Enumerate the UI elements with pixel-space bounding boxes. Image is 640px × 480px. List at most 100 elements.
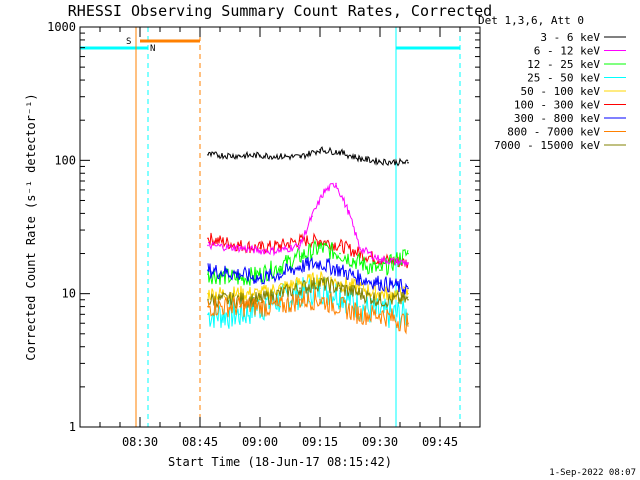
series-7-point-7 xyxy=(359,313,361,316)
series-8-point-3 xyxy=(279,292,281,295)
series-line-1 xyxy=(208,182,409,268)
series-1-point-3 xyxy=(279,249,281,252)
series-0-point-9 xyxy=(407,161,409,164)
series-3-point-5 xyxy=(319,287,321,289)
series-8-point-5 xyxy=(319,282,321,284)
series-6-point-3 xyxy=(279,273,281,275)
series-4-point-6 xyxy=(339,282,341,284)
saa-label: S xyxy=(126,37,131,47)
series-2-point-8 xyxy=(379,269,381,271)
y-tick-label-1: 10 xyxy=(62,287,76,301)
series-0-point-4 xyxy=(299,156,301,158)
series-8-point-2 xyxy=(259,298,261,301)
series-0-point-0 xyxy=(207,154,209,156)
legend-label-8: 7000 - 15000 keV xyxy=(494,139,600,152)
series-6-point-0 xyxy=(207,269,209,271)
series-line-6 xyxy=(207,256,409,295)
x-tick-label-3: 09:15 xyxy=(302,435,338,449)
series-line-0 xyxy=(207,146,409,167)
series-5-point-0 xyxy=(207,237,209,240)
series-7-point-1 xyxy=(239,305,241,308)
series-3-point-0 xyxy=(207,313,209,316)
legend-label-6: 300 - 800 keV xyxy=(514,112,600,125)
series-1-point-11 xyxy=(407,262,409,264)
y-axis-label: Corrected Count Rate (s⁻¹ detector⁻¹) xyxy=(24,93,38,360)
series-4-point-9 xyxy=(407,292,409,295)
series-5-point-2 xyxy=(259,247,261,249)
series-8-point-9 xyxy=(407,298,409,301)
chart-title: RHESSI Observing Summary Count Rates, Co… xyxy=(68,2,492,20)
series-1-point-9 xyxy=(359,247,361,249)
legend-title: Det 1,3,6, Att 0 xyxy=(478,14,584,27)
series-6-point-6 xyxy=(339,269,341,271)
series-1-point-6 xyxy=(323,191,325,193)
series-6-point-1 xyxy=(239,273,241,275)
series-1-point-8 xyxy=(347,209,349,212)
y-tick-label-0: 1 xyxy=(69,420,76,434)
legend-label-1: 6 - 12 keV xyxy=(534,45,601,58)
legend-label-7: 800 - 7000 keV xyxy=(507,126,600,139)
plot-frame xyxy=(79,26,481,428)
series-line-7 xyxy=(207,289,409,335)
legend-label-0: 3 - 6 keV xyxy=(540,31,600,44)
series-7 xyxy=(207,289,409,335)
x-tick-label-4: 09:30 xyxy=(362,435,398,449)
series-5-point-5 xyxy=(319,239,321,242)
series-8-point-8 xyxy=(379,298,381,301)
series-2-point-4 xyxy=(299,255,301,258)
series-0-point-5 xyxy=(319,148,321,151)
series-6-point-8 xyxy=(379,282,381,284)
series-0 xyxy=(207,146,409,167)
series-6-point-5 xyxy=(319,262,321,264)
series-7-point-4 xyxy=(299,298,301,301)
series-1-point-1 xyxy=(239,247,241,249)
series-6-point-9 xyxy=(407,287,409,289)
series-7-point-5 xyxy=(319,298,321,301)
series-4-point-7 xyxy=(359,287,361,289)
series-1-point-5 xyxy=(311,215,313,218)
series-1-point-0 xyxy=(207,244,209,247)
y-tick-label-2: 100 xyxy=(54,153,76,167)
series-line-8 xyxy=(207,276,409,309)
series-8-point-0 xyxy=(207,298,209,301)
series-2-point-9 xyxy=(407,252,409,255)
legend-label-3: 25 - 50 keV xyxy=(527,72,600,85)
series-8-point-6 xyxy=(339,287,341,289)
x-tick-label-2: 09:00 xyxy=(242,435,278,449)
series-7-point-6 xyxy=(339,305,341,308)
series-2-point-5 xyxy=(319,247,321,249)
series-7-point-8 xyxy=(379,313,381,316)
legend-label-4: 50 - 100 keV xyxy=(521,85,601,98)
series-4-point-0 xyxy=(207,292,209,295)
series-5-point-7 xyxy=(359,252,361,255)
series-1-point-2 xyxy=(259,249,261,252)
series-0-point-3 xyxy=(279,155,281,158)
series-0-point-6 xyxy=(339,151,341,154)
series-1-point-4 xyxy=(299,244,301,247)
series-7-point-3 xyxy=(279,305,281,308)
series-3-point-7 xyxy=(359,305,361,308)
series-3-point-1 xyxy=(239,313,241,316)
series-4-point-4 xyxy=(299,282,301,284)
series-1-point-10 xyxy=(379,258,381,261)
series-3-point-6 xyxy=(339,292,341,295)
series-5-point-1 xyxy=(239,244,241,247)
series-5-point-3 xyxy=(279,244,281,247)
series-2-point-3 xyxy=(279,265,281,268)
x-tick-label-0: 08:30 xyxy=(122,435,158,449)
series-2-point-0 xyxy=(207,273,209,275)
series-0-point-7 xyxy=(359,157,361,160)
axes: 1 10 100 1000 08:30 08:45 09:00 09:15 09:30 09:45 xyxy=(47,20,480,449)
series-7-point-9 xyxy=(407,322,409,325)
night-label: N xyxy=(150,44,155,54)
series-6-point-4 xyxy=(299,265,301,268)
series-0-point-2 xyxy=(259,154,261,157)
series-4-point-5 xyxy=(319,277,321,280)
x-axis-label: Start Time (18-Jun-17 08:15:42) xyxy=(168,455,392,469)
legend-label-5: 100 - 300 keV xyxy=(514,99,600,112)
series-7-point-0 xyxy=(207,305,209,308)
series-8-point-4 xyxy=(299,287,301,289)
series-2-point-7 xyxy=(359,262,361,264)
